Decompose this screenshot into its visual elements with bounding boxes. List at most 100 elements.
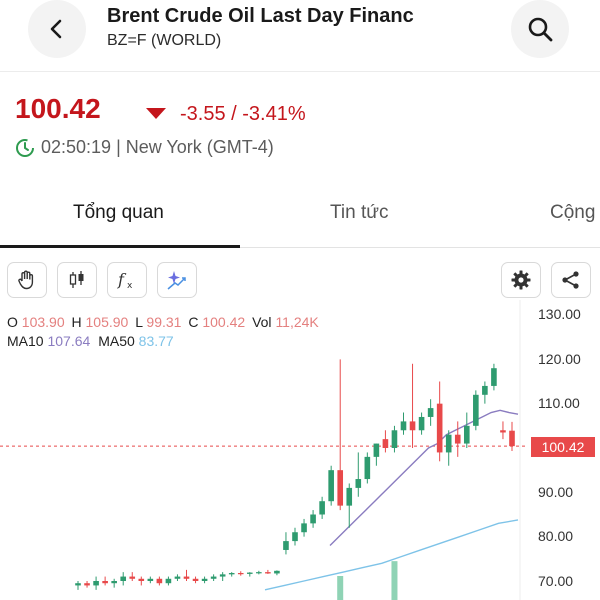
ma50-value: 83.77 [138,333,174,349]
candle-body [355,479,362,488]
share-button[interactable] [551,262,591,298]
tab-news[interactable]: Tin tức [330,202,389,223]
function-icon: f x [117,270,133,291]
candle-body [482,385,488,395]
tab-bar: Tổng quan Tin tức Cộng [0,190,600,248]
chart-type-button[interactable] [57,262,97,298]
candlestick-chart[interactable] [0,300,600,600]
candle-body [418,416,425,431]
candlestick-icon [69,271,84,288]
candle-body [174,576,181,579]
candle-body [337,470,344,506]
candle-body [138,578,145,581]
candle-body [436,403,443,453]
ma10-label: MA10 [7,333,44,349]
chevron-left-icon [50,19,62,39]
y-tick-80: 80.00 [538,528,574,544]
open-value: 103.90 [21,314,65,330]
candle-body [165,578,172,584]
ma-legend: MA10 107.64 MA50 83.77 [7,333,174,349]
ma50-line [264,519,519,591]
sparkle-icon [167,271,186,290]
candle-body [183,576,190,579]
gear-icon [511,270,531,290]
hand-icon [18,270,34,290]
candle-body [129,576,136,579]
ai-analysis-button[interactable] [157,262,197,298]
open-label: O [7,314,18,330]
volume-value: 11,24K [275,314,319,330]
candle-body [147,578,154,581]
price-change: -3.55 / -3.41% [180,103,306,125]
candle-body [201,578,208,581]
candle-body [283,541,289,550]
candle-body [491,368,497,386]
volume-bar [337,576,344,600]
current-price-tag: 100.42 [531,437,595,457]
tab-overview[interactable]: Tổng quan [73,202,164,223]
y-tick-120: 120.00 [538,351,581,367]
candle-body [364,456,371,480]
ma50-label: MA50 [98,333,135,349]
high-value: 105.90 [85,314,129,330]
clock-refresh-icon [16,138,34,157]
y-tick-70: 70.00 [538,573,574,589]
candle-body [292,532,298,542]
back-button[interactable] [28,0,86,58]
last-price: 100.42 [15,93,101,124]
low-label: L [135,314,143,330]
chart-settings-button[interactable] [501,262,541,298]
low-value: 99.31 [146,314,182,330]
candle-body [301,523,307,533]
quote-time: 02:50:19 | New York (GMT-4) [41,137,274,157]
candle-body [265,572,271,574]
search-icon [528,17,553,42]
svg-text:f: f [117,270,127,289]
close-value: 100.42 [202,314,246,330]
svg-text:x: x [127,281,133,291]
candle-body [409,421,416,431]
candle-body [111,581,117,584]
drawing-hand-button[interactable] [7,262,47,298]
candle-body [400,421,407,431]
indicators-button[interactable]: f x [107,262,147,298]
close-label: C [188,314,199,330]
candle-body [373,443,380,457]
candle-body [500,430,506,433]
volume-bar [391,561,398,600]
triangle-down-icon [146,108,166,119]
candle-body [84,583,90,586]
candle-body [274,570,280,574]
top-app-bar: Brent Crude Oil Last Day Financ BZ=F (WO… [0,0,600,72]
candle-body [319,501,325,515]
tab-community[interactable]: Cộng [550,202,596,223]
candle-body [463,425,470,444]
y-tick-130: 130.00 [538,306,581,322]
candle-body [445,434,452,453]
y-tick-90: 90.00 [538,484,574,500]
instrument-symbol: BZ=F (WORLD) [107,32,222,49]
candle-body [210,576,217,579]
candle-body [256,572,262,574]
ohlc-legend: O 103.90 H 105.90 L 99.31 C 100.42 Vol 1… [7,314,322,330]
candle-body [509,430,515,447]
candle-body [246,572,253,574]
search-button[interactable] [511,0,569,58]
candle-body [102,581,108,584]
candle-body [391,430,398,448]
volume-label: Vol [252,314,272,330]
active-tab-indicator [0,245,240,248]
share-icon [562,271,579,289]
high-label: H [71,314,82,330]
ma10-value: 107.64 [47,333,91,349]
candle-body [346,487,353,506]
candle-body [237,573,244,575]
instrument-title: Brent Crude Oil Last Day Financ [107,5,414,27]
candle-body [156,578,163,584]
y-tick-110: 110.00 [538,395,580,411]
quote-time-row: 02:50:19 | New York (GMT-4) [15,137,274,158]
ma10-line [329,409,519,547]
candle-body [75,583,81,586]
candle-body [228,573,235,575]
candle-body [192,578,199,581]
